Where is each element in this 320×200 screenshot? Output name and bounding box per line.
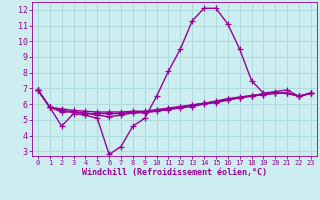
X-axis label: Windchill (Refroidissement éolien,°C): Windchill (Refroidissement éolien,°C) bbox=[82, 168, 267, 177]
